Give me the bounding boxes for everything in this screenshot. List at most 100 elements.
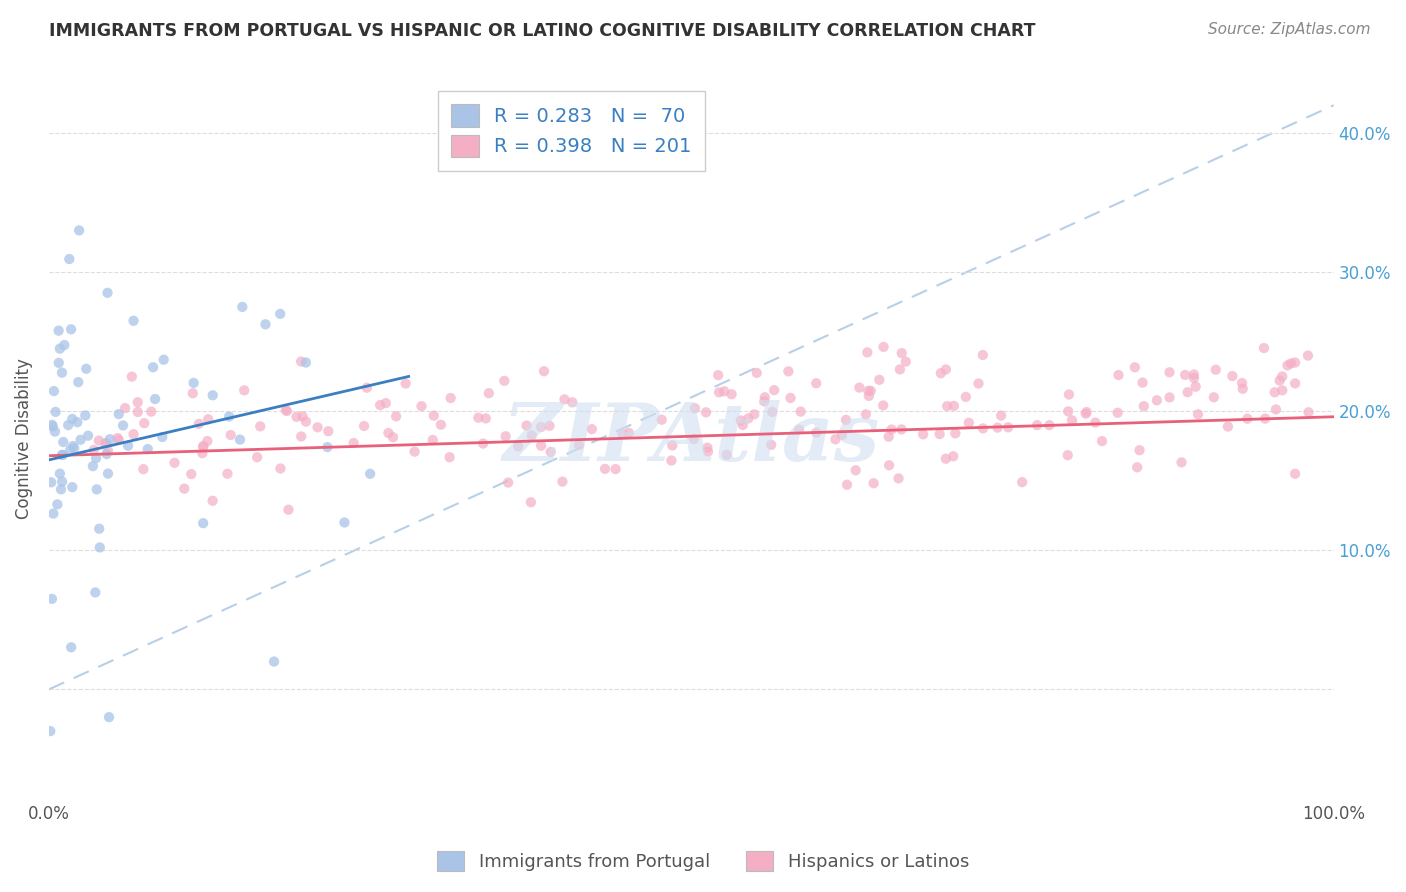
Point [96, 447, 118, 461]
Point [789, 404, 811, 418]
Point [263, 655, 285, 669]
Point [42, 507, 65, 521]
Point [1128, 443, 1150, 458]
Point [49, 342, 72, 356]
Point [467, 410, 489, 425]
Point [290, 354, 312, 368]
Point [98, 432, 121, 446]
Point [1254, 411, 1277, 425]
Point [617, 425, 640, 440]
Point [180, 467, 202, 482]
Point [605, 462, 627, 476]
Point [661, 438, 683, 452]
Point [98, 710, 121, 724]
Point [943, 426, 966, 441]
Point [132, 462, 155, 476]
Point [872, 340, 894, 354]
Point [1177, 385, 1199, 400]
Point [707, 368, 730, 383]
Point [1133, 399, 1156, 413]
Point [127, 395, 149, 409]
Point [967, 376, 990, 391]
Point [730, 413, 752, 427]
Point [1187, 407, 1209, 421]
Point [1132, 376, 1154, 390]
Point [720, 387, 742, 401]
Point [890, 346, 912, 360]
Point [494, 374, 516, 388]
Point [1284, 467, 1306, 481]
Point [472, 436, 495, 450]
Point [972, 348, 994, 362]
Point [745, 366, 768, 380]
Point [761, 405, 783, 419]
Point [84, 451, 107, 466]
Point [163, 456, 186, 470]
Point [83, 442, 105, 457]
Point [972, 421, 994, 435]
Point [612, 426, 634, 441]
Point [475, 411, 498, 425]
Point [49, 467, 72, 481]
Point [48, 324, 70, 338]
Point [67, 223, 90, 237]
Point [152, 352, 174, 367]
Point [754, 390, 776, 404]
Point [942, 399, 965, 413]
Point [107, 431, 129, 445]
Point [136, 442, 159, 456]
Point [695, 405, 717, 419]
Point [121, 369, 143, 384]
Point [1253, 341, 1275, 355]
Point [191, 439, 214, 453]
Point [696, 441, 718, 455]
Point [440, 391, 463, 405]
Point [51, 475, 73, 489]
Point [538, 418, 561, 433]
Point [912, 427, 935, 442]
Point [197, 412, 219, 426]
Point [831, 428, 853, 442]
Point [274, 403, 297, 417]
Point [530, 439, 553, 453]
Point [763, 383, 786, 397]
Point [295, 415, 318, 429]
Point [41, 417, 63, 432]
Point [217, 467, 239, 481]
Point [495, 429, 517, 443]
Point [42, 384, 65, 398]
Point [249, 419, 271, 434]
Point [52, 435, 75, 450]
Point [986, 420, 1008, 434]
Point [868, 373, 890, 387]
Point [201, 493, 224, 508]
Point [859, 384, 882, 398]
Point [754, 394, 776, 409]
Point [520, 495, 543, 509]
Point [1091, 434, 1114, 449]
Point [478, 386, 501, 401]
Text: IMMIGRANTS FROM PORTUGAL VS HISPANIC OR LATINO COGNITIVE DISABILITY CORRELATION : IMMIGRANTS FROM PORTUGAL VS HISPANIC OR … [49, 22, 1036, 40]
Point [377, 425, 399, 440]
Point [107, 407, 129, 421]
Point [82, 459, 104, 474]
Point [1236, 411, 1258, 425]
Point [1057, 387, 1080, 401]
Point [929, 366, 952, 380]
Point [291, 409, 314, 424]
Point [60, 480, 83, 494]
Point [1284, 376, 1306, 391]
Point [201, 388, 224, 402]
Point [877, 458, 900, 473]
Point [651, 413, 673, 427]
Point [804, 376, 827, 391]
Point [880, 423, 903, 437]
Point [359, 467, 381, 481]
Point [1296, 349, 1319, 363]
Text: ZIPAtlas: ZIPAtlas [502, 401, 880, 478]
Point [385, 409, 408, 424]
Point [269, 307, 291, 321]
Point [855, 407, 877, 421]
Point [107, 433, 129, 447]
Point [593, 462, 616, 476]
